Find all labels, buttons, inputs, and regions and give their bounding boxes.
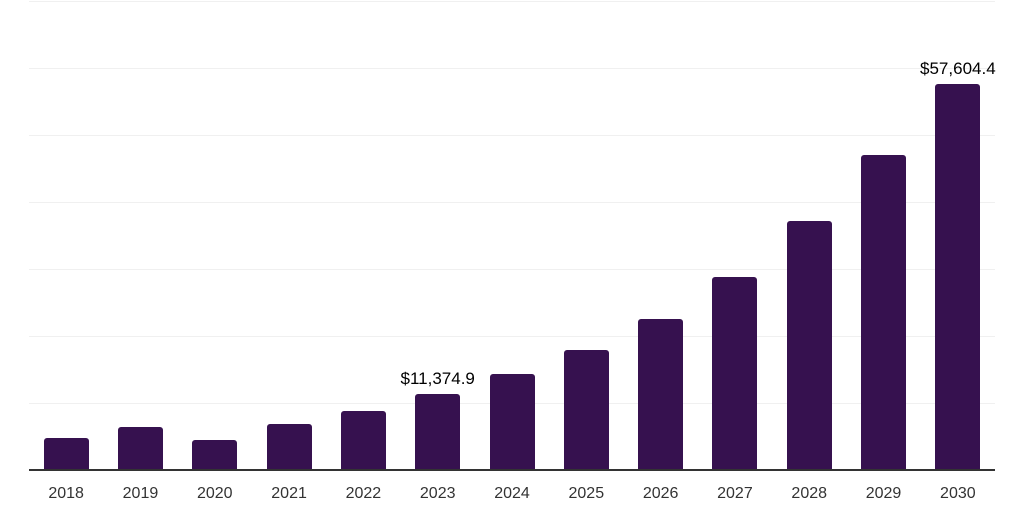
bar-2019[interactable]	[117, 427, 163, 470]
x-tick-label-2019: 2019	[122, 485, 159, 502]
x-tick-label-2029: 2029	[865, 485, 902, 502]
x-tick-label-2023: 2023	[419, 485, 456, 502]
bar-value-label-2030: $57,604.4	[920, 59, 996, 78]
gridline	[29, 202, 995, 203]
gridline	[29, 68, 995, 69]
bar-2025[interactable]	[563, 350, 609, 470]
bar-2030[interactable]	[935, 84, 981, 470]
bar-2018[interactable]	[43, 438, 89, 470]
bar-2024[interactable]	[489, 374, 535, 470]
x-tick-label-2024: 2024	[494, 485, 530, 502]
x-tick-label-2025: 2025	[568, 485, 605, 502]
bar-value-label-2023: $11,374.9	[400, 369, 475, 388]
x-tick-label-2020: 2020	[196, 485, 233, 502]
x-tick-label-2030: 2030	[940, 485, 976, 502]
bar-2027[interactable]	[712, 277, 758, 470]
bar-2026[interactable]	[638, 319, 684, 470]
x-tick-label-2018: 2018	[48, 485, 84, 502]
bar-2022[interactable]	[340, 411, 386, 470]
gridline	[29, 1, 995, 2]
x-tick-label-2022: 2022	[345, 485, 382, 502]
bar-2028[interactable]	[786, 221, 832, 470]
x-tick-label-2021: 2021	[271, 485, 307, 502]
x-axis-line	[29, 469, 995, 471]
bar-2029[interactable]	[861, 155, 907, 470]
gridline	[29, 336, 995, 337]
gridline	[29, 269, 995, 270]
bar-2023[interactable]	[415, 394, 461, 470]
bar-2020[interactable]	[192, 440, 238, 470]
x-tick-label-2027: 2027	[717, 485, 753, 502]
gridline	[29, 135, 995, 136]
x-tick-label-2028: 2028	[791, 485, 828, 502]
x-tick-label-2026: 2026	[642, 485, 679, 502]
bar-2021[interactable]	[266, 424, 312, 470]
